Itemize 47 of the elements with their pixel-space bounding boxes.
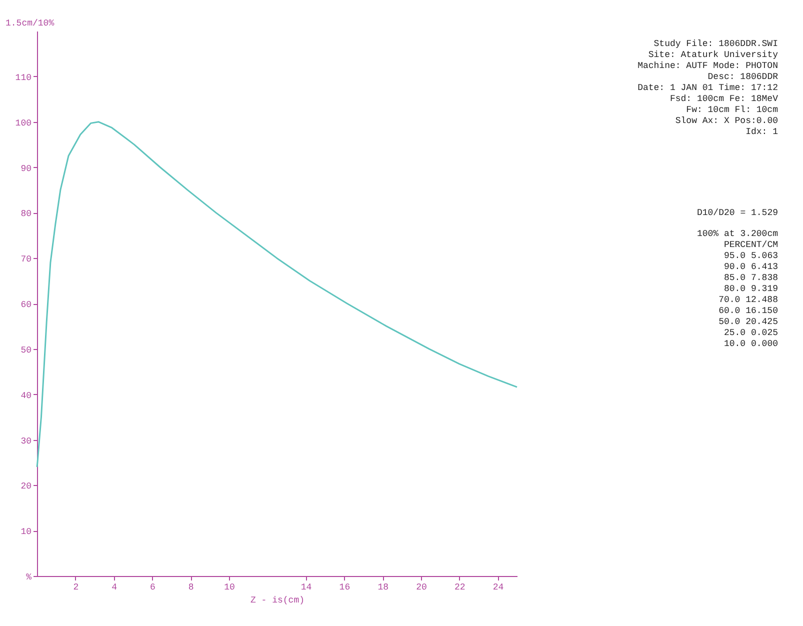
y-tick-label: 40 — [20, 390, 32, 401]
text: 100% at 3.200cm — [696, 229, 778, 239]
text: Fsd: 100cm Fe: 18MeV — [670, 94, 779, 104]
text: 90.0 6.413 — [724, 262, 778, 272]
text: 10.0 0.000 — [724, 339, 778, 349]
text: D10/D20 = 1.529 — [696, 208, 778, 218]
text: 85.0 7.838 — [724, 273, 778, 283]
x-tick-label: 8 — [188, 582, 194, 592]
y-tick-label: 20 — [20, 482, 32, 492]
y-tick-label: 80 — [20, 209, 32, 220]
x-tick-label: 10 — [224, 582, 235, 592]
text: Machine: AUTF Mode: PHOTON — [638, 61, 778, 71]
x-tick-label: 4 — [112, 582, 118, 592]
x-axis-title: Z - is(cm) — [250, 596, 305, 606]
text: 80.0 9.319 — [724, 284, 778, 294]
x-tick-label: 22 — [454, 582, 466, 592]
x-tick-label: 14 — [300, 582, 312, 592]
text: Idx: 1 — [746, 127, 778, 137]
text: Site: Ataturk University — [648, 50, 779, 60]
text: Fw: 10cm Fl: 10cm — [686, 105, 778, 115]
text: 60.0 16.150 — [718, 306, 778, 316]
text: PERCENT/CM — [724, 240, 778, 250]
x-tick-label: 20 — [416, 582, 427, 592]
x-tick-label: 6 — [150, 582, 156, 592]
text: 70.0 12.488 — [718, 295, 778, 305]
x-tick-label: 16 — [339, 582, 350, 592]
x-tick-label: 24 — [492, 582, 504, 592]
y-tick-label: 10 — [20, 527, 32, 538]
y-tick-label: 50 — [20, 345, 32, 356]
text: Date: 1 JAN 01 Time: 17:12 — [638, 83, 778, 93]
y-tick-label: 110 — [15, 72, 32, 83]
text: 50.0 20.425 — [718, 317, 778, 327]
y-tick-label: 90 — [20, 164, 32, 174]
y-axis-title: 1.5cm/10% — [6, 18, 55, 28]
x-tick-label: 18 — [378, 582, 389, 592]
line-series — [36, 121, 518, 468]
y-tick-label: 30 — [20, 436, 32, 446]
text: 25.0 0.025 — [724, 328, 778, 338]
y-tick-label: % — [26, 572, 32, 582]
y-tick-label: 100 — [15, 118, 32, 128]
text: Slow Ax: X Pos:0.00 — [675, 116, 778, 126]
x-tick-label: 2 — [73, 582, 79, 592]
y-tick-label: 60 — [20, 300, 32, 310]
text: Desc: 1806DDR — [708, 72, 779, 82]
text: Study File: 1806DDR.SWI — [654, 39, 778, 49]
text: 95.0 5.063 — [724, 251, 778, 261]
y-tick-label: 70 — [20, 254, 32, 265]
